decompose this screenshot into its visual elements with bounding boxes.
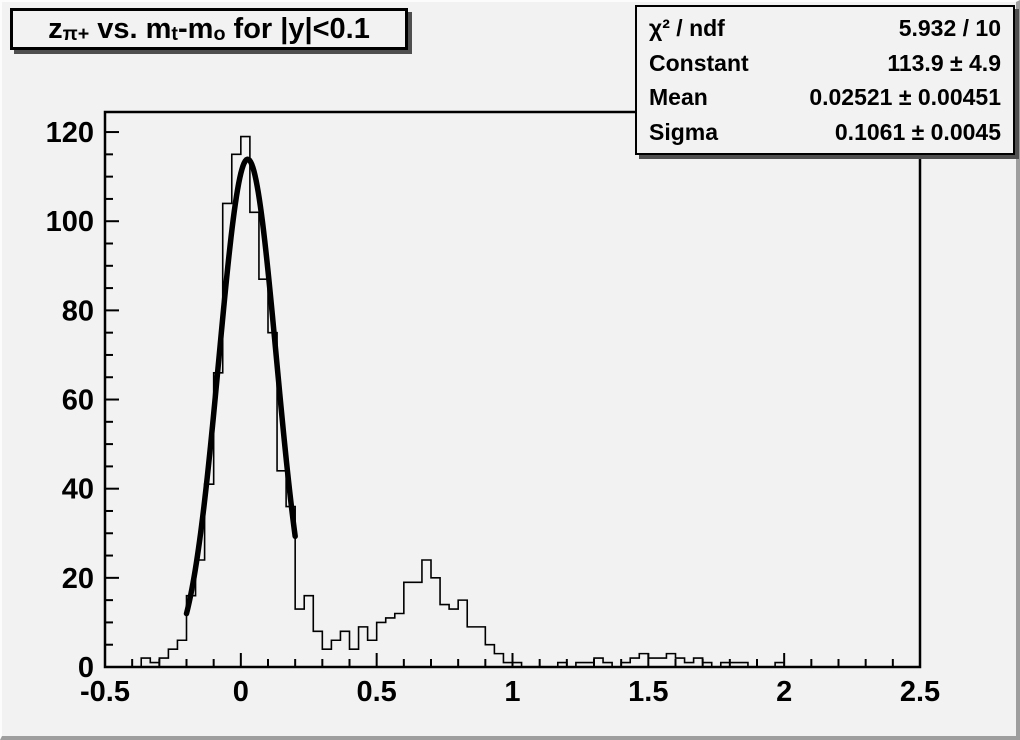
y-tick-label: 40 xyxy=(62,474,94,506)
x-tick-label: -0.5 xyxy=(80,676,130,708)
stat-value-sigma: 0.1061 ± 0.0045 xyxy=(834,118,1001,145)
stat-label-chi2: χ² / ndf xyxy=(649,15,725,42)
stat-row-constant: Constant 113.9 ± 4.9 xyxy=(649,46,1001,80)
plot-frame xyxy=(103,110,922,669)
histogram-step-line xyxy=(105,135,920,668)
stat-row-chi2: χ² / ndf 5.932 / 10 xyxy=(649,11,1001,45)
stat-value-mean: 0.02521 ± 0.00451 xyxy=(809,84,1001,111)
stat-value-constant: 113.9 ± 4.9 xyxy=(887,49,1001,76)
stat-row-mean: Mean 0.02521 ± 0.00451 xyxy=(649,80,1001,114)
y-tick-label: 120 xyxy=(46,117,94,149)
stat-row-sigma: Sigma 0.1061 ± 0.0045 xyxy=(649,115,1001,149)
x-tick-label: 1 xyxy=(504,676,520,708)
stat-value-chi2: 5.932 / 10 xyxy=(898,15,1001,42)
stat-label-sigma: Sigma xyxy=(649,118,719,145)
stat-label-mean: Mean xyxy=(649,84,708,111)
y-tick-label: 100 xyxy=(46,206,94,238)
axis-ticks xyxy=(104,131,921,668)
x-tick-label: 0.5 xyxy=(357,676,397,708)
x-tick-label: 2 xyxy=(776,676,792,708)
title-text: vs. m xyxy=(89,12,172,45)
y-tick-label: 80 xyxy=(62,295,94,327)
y-tick-label: 60 xyxy=(62,385,94,417)
x-tick-label: 1.5 xyxy=(628,676,668,708)
title-box: z π+ vs. m t -m o for |y|<0.1 xyxy=(10,8,408,50)
gaussian-fit-curve xyxy=(183,156,298,617)
stat-label-constant: Constant xyxy=(649,49,749,76)
title-text: z xyxy=(48,12,63,45)
title-text: -m xyxy=(177,12,214,45)
y-tick-label: 0 xyxy=(78,652,94,684)
x-tick-label: 0 xyxy=(233,676,249,708)
title-text: for |y|<0.1 xyxy=(225,12,370,45)
y-tick-label: 20 xyxy=(62,563,94,595)
fit-stats-box: χ² / ndf 5.932 / 10 Constant 113.9 ± 4.9… xyxy=(635,5,1015,155)
x-tick-label: 2.5 xyxy=(900,676,940,708)
